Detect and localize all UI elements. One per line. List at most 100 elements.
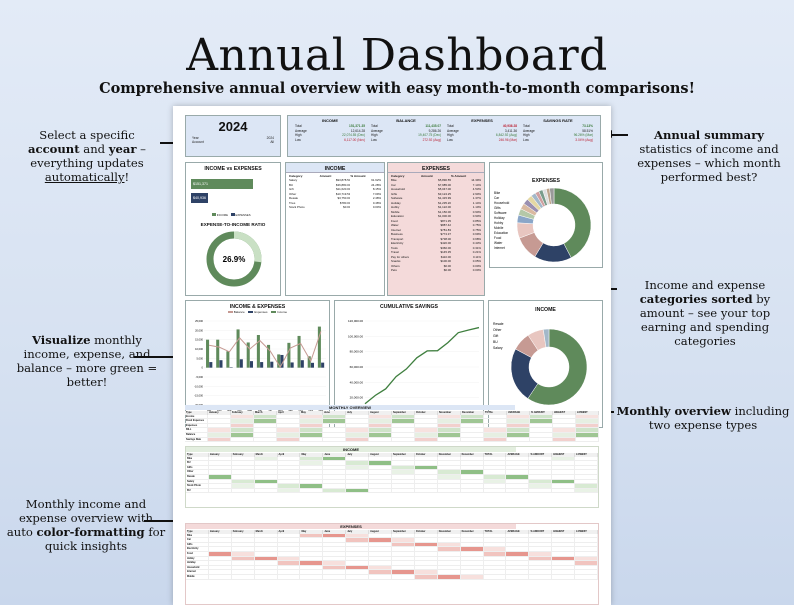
grid-cell [530,419,553,423]
table-row: Others $0.00 0.00% [391,264,481,269]
grid-cell [278,570,301,574]
grid-header-cell: October [415,411,438,415]
grid-cell [552,484,576,488]
grid-cell [209,470,232,474]
summary-row: Average 3,411.36 [444,129,520,134]
summary-row: Average 58.51% [520,129,596,134]
grid-header: Type January February March April May June July… [186,453,598,457]
grid-row: Internet [186,570,598,575]
grid-cell [323,533,347,538]
table-row: Business $774.37 0.69% [391,232,481,237]
page-title: Annual Dashboard [186,30,608,81]
grid-cell [576,432,599,437]
table-header: Category Amount % Amount [289,174,381,178]
grid-cell [438,423,461,428]
grid-cell [277,484,301,488]
grid-cell [392,456,415,461]
table-cell: Car [391,182,396,187]
grid-cell [255,570,278,574]
grid-cell [437,547,461,551]
y-tick-label: 0 [202,366,204,370]
summary-row-label: Average [447,128,459,133]
y-tick-label: 120,000.00 [348,319,363,323]
grid-cell [484,437,507,442]
expenses-donut-chart: BikeCarHouseholdGiftsSoftwareHolidayHobb… [494,187,592,263]
grid-header-cell: October [415,530,438,534]
grid-cell [232,570,255,574]
table-cell: 0.05% [472,259,481,264]
grid-header-cell: February [232,453,255,457]
grid-cell [461,556,484,561]
grid-cell [278,456,301,461]
summary-row-label: Low [523,138,529,143]
grid-cell [552,488,576,493]
bar-expense [290,362,294,368]
bar-expense [321,362,325,368]
grid-cell [529,570,553,574]
table-cell: $1,000.00 [438,214,451,219]
cumulative-line [364,326,480,405]
grid-cell [300,465,324,470]
table-row: Holiday $1,235.20 1.14% [391,201,481,206]
table-cell: Business [391,232,403,237]
summary-expenses-high: 6,842.92 (Aug) [495,133,517,138]
grid-cell [369,423,392,428]
grid-header-cell: Type [185,411,208,415]
grid-cell [415,488,438,493]
grid-cell [232,547,255,551]
summary-row: Low 246.96 (Mar) [444,138,520,143]
grid-cell [278,461,301,465]
grid-cell [346,470,370,474]
grid-cell [209,456,232,461]
grid-cell [576,419,599,423]
grid-cell [529,533,553,538]
grid-cell [438,484,461,488]
bar-income [256,335,260,368]
summary-row-label: Average [371,128,383,133]
grid-cell [461,461,484,465]
account-dropdown[interactable]: All [270,140,274,145]
grid-cell [231,419,254,423]
grid-cell [483,474,507,479]
grid-cell [530,428,553,432]
grid-cell [461,456,484,461]
grid-cell [415,551,438,556]
grid-cell [232,565,255,570]
summary-row-label: Low [447,138,453,143]
summary-savings-low: 3.04% (Aug) [575,138,593,143]
grid-cell [323,461,347,465]
expenses-legend-label: Water [494,241,503,245]
grid-cell [438,461,461,465]
grid-cell [575,488,598,493]
grid-cell [461,533,484,538]
summary-savings-high: 96.26% (Mar) [573,133,593,138]
y-tick-label: 20,000 [195,328,203,332]
summary-row: High 96.26% (Mar) [520,133,596,138]
table-header-cell: % Amount [350,174,366,178]
grid-cell [506,533,530,538]
grid-header-cell: June [323,453,347,457]
table-row: Salary $93,878.50 61.62% [289,178,381,183]
grid-cell [346,570,370,574]
summary-col-balance: BALANCE Total 111,435.07 Average 9,286.26 Hig… [368,118,444,143]
grid-cell: BILL [185,428,208,432]
grid-cell [484,465,507,470]
year-dropdown[interactable]: 2024 [266,136,274,140]
grid-cell [438,565,461,570]
grid-cell [506,542,530,547]
grid-cell [209,538,232,542]
table-row: Tries $780.00 0.48% [289,201,381,206]
grid-cell [278,465,301,470]
bar-income [226,351,230,368]
grid-cell: Other [186,470,209,474]
grid-cell [552,556,576,561]
table-cell: 0.68% [472,236,481,241]
x-tick-label: Jun [258,408,263,412]
table-row: Snacks $100.00 0.05% [391,259,481,264]
grid-cell [369,570,392,574]
table-cell: 7.14% [472,182,481,187]
table-row: Tools $360.00 0.31% [391,246,481,251]
grid-cell [576,423,599,428]
summary-row: Total 151,371.35 [292,124,368,129]
grid-cell [415,432,438,437]
